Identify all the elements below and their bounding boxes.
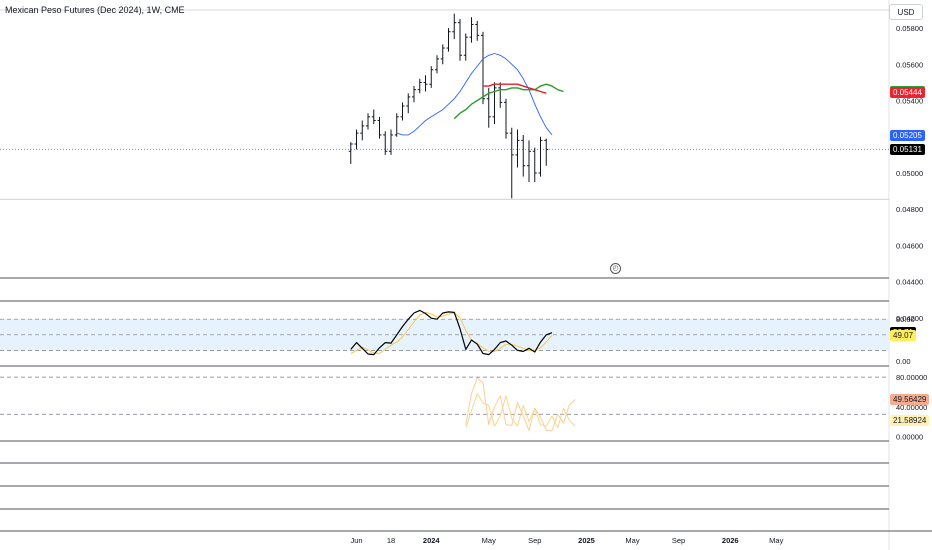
y-tick-label: 0.05600	[896, 60, 923, 69]
oscillator-tick-label: 0.00	[896, 357, 911, 366]
moving-average-line	[483, 83, 547, 94]
x-tick-label: May	[625, 536, 639, 545]
y-tick-label: 0.04600	[896, 241, 923, 250]
y-tick-label: 0.04400	[896, 278, 923, 287]
currency-button[interactable]: USD	[889, 4, 923, 20]
x-tick-label: May	[769, 536, 783, 545]
oscillator-tick-label: 40.00000	[896, 403, 927, 412]
oscillator-tick-label: 0.00000	[896, 433, 923, 442]
x-tick-label: May	[482, 536, 496, 545]
price-label: 0.05205	[890, 130, 925, 142]
oscillator-line	[350, 311, 553, 354]
x-tick-label: 18	[387, 536, 395, 545]
oscillator-line	[350, 309, 553, 356]
oscillator-value-label: 49.07	[890, 329, 917, 341]
y-tick-label: 0.04200	[896, 314, 923, 323]
oscillator-tick-label: 80.00	[896, 315, 915, 324]
oscillator-value-label: 21.58924	[890, 415, 930, 426]
moving-average-line	[453, 83, 564, 120]
x-tick-label: 2026	[722, 536, 739, 545]
oscillator-tick-label: 80.00000	[896, 373, 927, 382]
oscillator-line	[465, 393, 576, 429]
x-tick-label: Jun	[350, 536, 362, 545]
y-tick-label: 0.04800	[896, 205, 923, 214]
price-label: 0.05131	[890, 143, 925, 155]
oscillator-value-label: 49.56429	[890, 394, 930, 406]
y-tick-label: 0.05400	[896, 97, 923, 106]
oscillator-line	[465, 377, 576, 432]
x-tick-label: Sep	[672, 536, 685, 545]
y-tick-label: 0.05800	[896, 24, 923, 33]
moving-average-line	[396, 53, 553, 136]
x-tick-label: 2024	[423, 536, 441, 545]
y-tick-label: 0.05000	[896, 169, 923, 178]
price-label: 0.05444	[890, 87, 925, 99]
symbol-title: Mexican Peso Futures (Dec 2024), 1W, CME	[5, 5, 185, 15]
clock-icon[interactable]: ◴	[610, 263, 621, 274]
x-tick-label: 2025	[578, 536, 595, 545]
x-tick-label: Sep	[528, 536, 541, 545]
